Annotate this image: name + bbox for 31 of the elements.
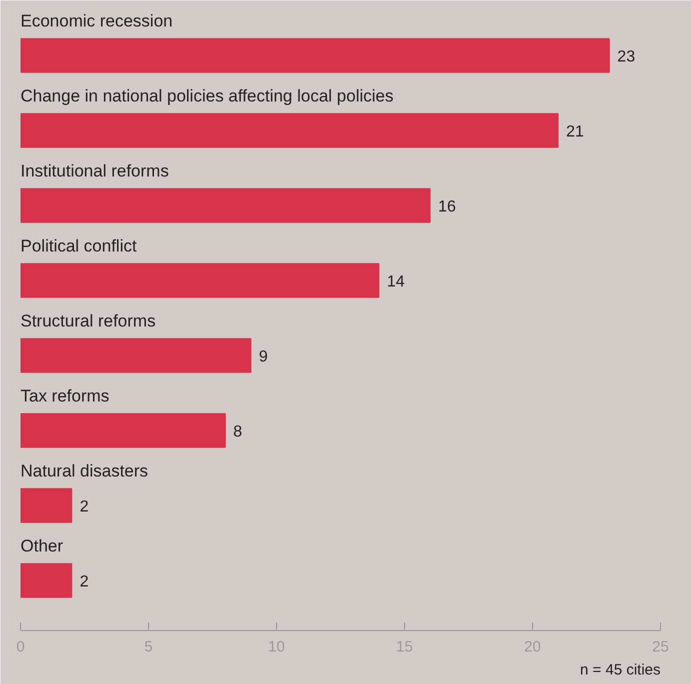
x-tick-label: 15	[396, 638, 413, 656]
y-tick-label: Tax reforms	[20, 386, 110, 406]
data-label: 16	[438, 198, 456, 216]
bar	[20, 338, 252, 373]
data-label: 14	[386, 273, 405, 290]
bar	[20, 488, 72, 523]
data-label: 8	[233, 423, 242, 440]
x-tick-label: 10	[268, 638, 285, 656]
bar	[20, 38, 610, 73]
data-label: 23	[617, 48, 636, 66]
x-tick-label: 5	[144, 638, 153, 656]
bar	[20, 113, 559, 148]
y-tick-label: Change in national policies affecting local policies	[20, 86, 394, 106]
data-label: 2	[80, 573, 89, 590]
y-tick-label: Economic recession	[20, 12, 173, 31]
y-tick-label: Structural reforms	[20, 312, 156, 331]
bar	[20, 263, 380, 298]
y-tick-label: Other	[20, 536, 64, 556]
x-tick-label: 25	[652, 638, 669, 656]
text: n = 45 cities	[580, 662, 661, 678]
bar	[20, 563, 72, 598]
y-tick-label: Political conflict	[20, 236, 137, 256]
data-label: 9	[258, 348, 268, 366]
data-label: 21	[566, 123, 584, 140]
x-tick-label: 0	[16, 638, 25, 656]
bar	[20, 188, 431, 223]
y-tick-label: Institutional reforms	[20, 162, 169, 181]
data-label: 2	[80, 498, 89, 516]
x-tick-label: 20	[524, 638, 541, 656]
bar	[20, 413, 226, 448]
y-tick-label: Natural disasters	[20, 462, 148, 481]
